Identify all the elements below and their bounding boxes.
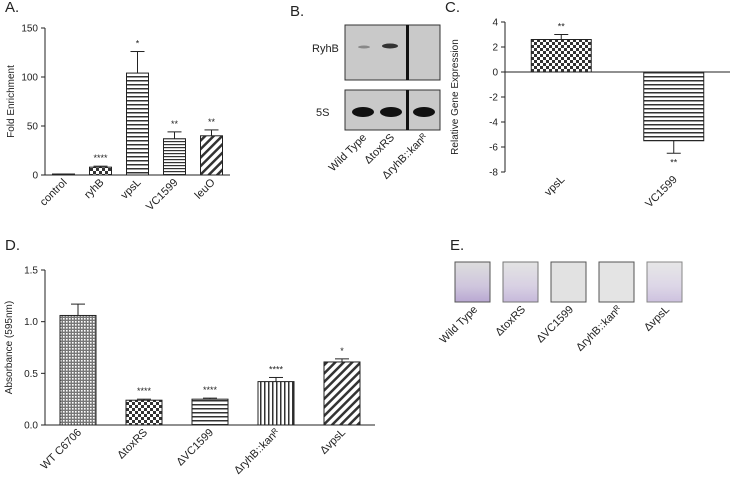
bar (125, 399, 163, 426)
x-tick-label: WT C6706 (39, 427, 85, 473)
lane-label: ΔvpsL (642, 304, 672, 334)
row-label: RyhB (312, 43, 339, 55)
significance: * (136, 39, 140, 49)
x-tick-label: vpsL (119, 177, 144, 202)
biofilm-images (454, 261, 683, 303)
panel-label: B. (290, 3, 304, 20)
lane-label: Wild Type (438, 304, 480, 346)
x-tick-label: ΔtoxRS (115, 427, 150, 462)
y-axis-title: Relative Gene Expression (450, 39, 461, 155)
lane-label: ΔtoxRS (493, 304, 528, 339)
bar (59, 314, 97, 426)
panel-label: D. (5, 237, 20, 254)
significance: ** (171, 119, 179, 129)
panel-label: A. (5, 0, 19, 16)
y-tick-label: 0.5 (24, 369, 38, 380)
y-tick-label: 150 (21, 24, 38, 35)
y-tick-label: 2 (492, 43, 498, 54)
x-tick-label: VC1599 (643, 174, 680, 211)
bar (163, 138, 186, 176)
y-tick-label: -4 (489, 118, 498, 129)
bar (200, 135, 223, 176)
y-tick-label: 0 (32, 171, 38, 182)
significance: ** (558, 22, 566, 32)
bar (126, 72, 149, 176)
significance: **** (93, 153, 108, 163)
bar (643, 71, 705, 142)
y-tick-label: 1.5 (24, 266, 38, 277)
x-tick-label: ΔvpsL (318, 427, 348, 457)
x-tick-label: ΔryhB::kanᴿ (232, 427, 282, 477)
x-tick-label: VC1599 (144, 177, 181, 214)
bar (89, 166, 112, 176)
y-tick-label: 0 (492, 68, 498, 79)
bar (323, 361, 361, 426)
bar (257, 381, 295, 426)
row-label: 5S (316, 107, 329, 119)
y-tick-label: 100 (21, 73, 38, 84)
y-tick-label: 0.0 (24, 421, 38, 432)
lane-label: ΔryhB::kanᴿ (574, 304, 624, 354)
significance: ** (670, 157, 678, 167)
x-tick-label: ΔVC1599 (174, 427, 216, 469)
panel-label: E. (450, 237, 464, 254)
y-tick-label: -6 (489, 143, 498, 154)
blot (344, 24, 441, 131)
panel-label: C. (445, 0, 460, 16)
bar (530, 39, 592, 73)
lane-label: ΔVC1599 (534, 304, 576, 346)
y-tick-label: -2 (489, 93, 498, 104)
y-tick-label: 4 (492, 18, 498, 29)
y-axis-title: Fold Enrichment (6, 65, 17, 138)
significance: ** (208, 117, 216, 127)
significance: **** (137, 386, 152, 396)
x-tick-label: vpsL (542, 174, 567, 199)
x-tick-label: control (38, 177, 70, 209)
y-tick-label: -8 (489, 168, 498, 179)
significance: **** (203, 385, 218, 395)
significance: * (340, 346, 344, 356)
lane-label: Wild Type (327, 132, 369, 174)
y-tick-label: 50 (27, 122, 39, 133)
bar (191, 398, 229, 426)
significance: **** (269, 364, 284, 374)
y-tick-label: 1.0 (24, 317, 38, 328)
y-axis-title: Absorbance (595nm) (4, 301, 15, 394)
x-tick-label: ryhB (82, 177, 106, 201)
x-tick-label: leuO (193, 176, 218, 201)
